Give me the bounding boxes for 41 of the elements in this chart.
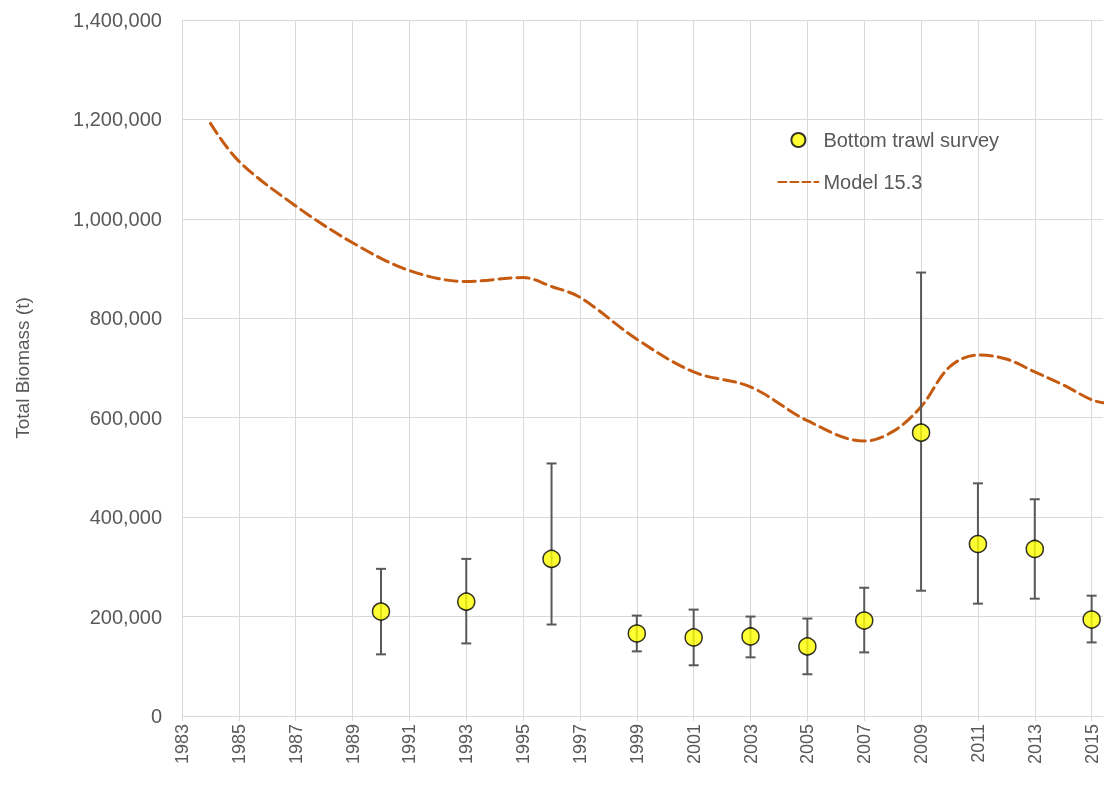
x-tick-label: 2011: [967, 724, 988, 763]
legend-label: Bottom trawl survey: [823, 129, 999, 151]
x-tick-label: 2007: [854, 724, 875, 765]
legend-label: Model 15.3: [823, 171, 923, 193]
y-tick-label: 200,000: [89, 605, 162, 628]
x-tick-label: 2013: [1024, 724, 1045, 765]
line-series: [208, 121, 1104, 443]
x-tick-label: 2005: [797, 724, 818, 765]
x-tick-label: 2015: [1081, 724, 1102, 765]
y-tick-label: 400,000: [89, 506, 162, 529]
x-tick-label: 1991: [399, 724, 420, 765]
x-tick-label: 1983: [172, 724, 192, 765]
y-tick-label: 0: [150, 705, 162, 727]
x-tick-label: 2003: [740, 724, 761, 765]
point: [627, 624, 647, 643]
y-tick-label: 1,400,000: [73, 9, 162, 31]
y-tick-label: 1,000,000: [73, 207, 162, 230]
point: [741, 627, 760, 646]
x-tick-label: 2009: [911, 724, 932, 765]
point: [542, 549, 561, 569]
y-axis-title: Total Biomass (t): [12, 297, 33, 439]
point: [911, 423, 931, 442]
y-tick-label: 1,200,000: [73, 108, 162, 131]
x-tick-label: 1995: [513, 724, 534, 765]
y-tick-label: 800,000: [89, 307, 162, 330]
point: [1082, 610, 1101, 629]
x-tick-label: 1997: [569, 724, 590, 765]
x-tick-label: 2001: [683, 724, 704, 765]
x-tick-label: 1993: [456, 724, 477, 765]
point: [798, 637, 817, 656]
point: [854, 611, 874, 630]
y-tick-label: 600,000: [89, 406, 162, 429]
point: [684, 628, 703, 647]
point: [457, 592, 476, 611]
point: [1025, 539, 1045, 559]
x-tick-label: 1989: [342, 724, 363, 765]
x-tick-label: 1985: [228, 724, 249, 765]
point: [968, 534, 988, 554]
point: [371, 602, 391, 621]
x-tick-label: 1987: [285, 724, 306, 765]
x-tick-label: 1999: [626, 724, 647, 765]
